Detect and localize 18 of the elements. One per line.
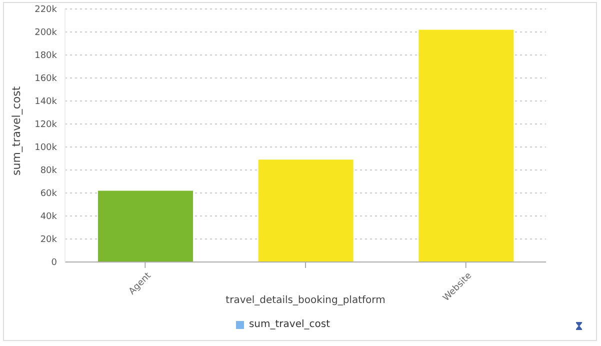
y-axis-title: sum_travel_cost bbox=[10, 86, 23, 176]
y-tick-label: 0 bbox=[51, 258, 58, 268]
y-tick-label: 20k bbox=[40, 235, 58, 246]
y-tick-label: 80k bbox=[40, 166, 58, 176]
bar bbox=[98, 190, 193, 262]
y-tick-label: 60k bbox=[40, 189, 58, 200]
y-tick-label: 200k bbox=[34, 28, 58, 38]
y-tick-label: 100k bbox=[34, 143, 58, 154]
x-axis-title: travel_details_booking_platform bbox=[226, 295, 386, 306]
bar bbox=[258, 160, 354, 262]
y-tick-label: 160k bbox=[34, 74, 58, 84]
text: sum_travel_cost bbox=[248, 319, 330, 330]
y-tick-label: 220k bbox=[34, 5, 58, 16]
y-tick-label: 120k bbox=[34, 120, 58, 130]
y-tick-label: 140k bbox=[34, 97, 58, 108]
y-tick-label: 40k bbox=[40, 212, 58, 222]
bar bbox=[418, 30, 514, 262]
y-tick-label: 180k bbox=[34, 51, 58, 62]
